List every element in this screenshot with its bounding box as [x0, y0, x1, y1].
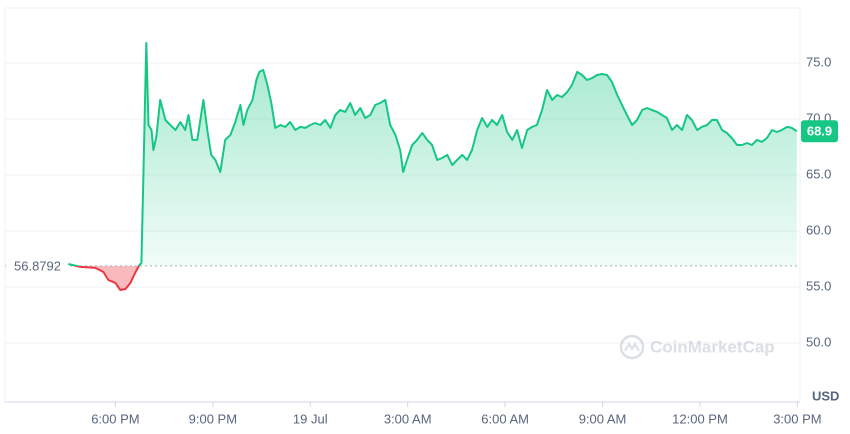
watermark: CoinMarketCap	[619, 334, 775, 360]
x-tick-label: 3:00 PM	[773, 411, 821, 426]
current-price-label: 68.9	[807, 124, 832, 139]
plot: 56.8792	[5, 41, 800, 291]
y-axis-unit: USD	[812, 388, 839, 403]
watermark-logo-mark	[624, 342, 640, 352]
axes: 50.055.060.065.070.075.06:00 PM 9:00 PM 19…	[91, 54, 838, 426]
watermark-text: CoinMarketCap	[650, 337, 775, 356]
x-tick-label: 12:00 PM	[672, 411, 728, 426]
x-tick-label: 19 Jul	[293, 411, 328, 426]
y-tick-label: 55.0	[806, 278, 831, 293]
watermark-logo	[619, 334, 645, 360]
y-tick-label: 65.0	[806, 166, 831, 181]
y-tick-label: 50.0	[806, 334, 831, 349]
x-tick-label: 9:00 AM	[579, 411, 627, 426]
x-tick-label: 3:00 AM	[384, 411, 432, 426]
x-tick-label: 6:00 PM	[91, 411, 139, 426]
baseline-label: 56.8792	[14, 258, 61, 273]
y-tick-label: 75.0	[806, 54, 831, 69]
current-price-badge	[801, 120, 838, 143]
price-area	[68, 42, 797, 291]
y-tick-label: 60.0	[806, 222, 831, 237]
baseline-label-bg	[6, 256, 68, 275]
x-tick-label: 9:00 PM	[189, 411, 237, 426]
price-line	[68, 41, 798, 291]
x-tick-label: 6:00 AM	[481, 411, 529, 426]
